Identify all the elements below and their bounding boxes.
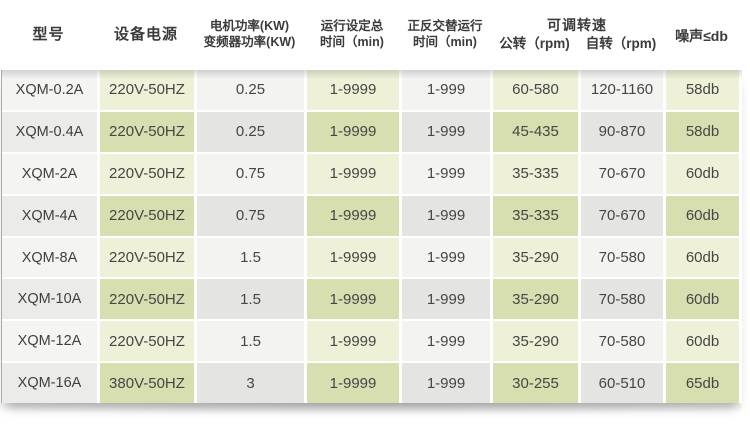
cell-rotation: 70-580 [581, 279, 663, 320]
header-alt-run-line2: 时间（min) [413, 35, 477, 49]
cell-power-supply: 380V-50HZ [100, 363, 194, 404]
cell-motor-power: 0.25 [197, 111, 304, 152]
cell-rotation: 70-580 [581, 321, 663, 362]
cell-revolution: 35-335 [493, 153, 578, 194]
cell-power-supply: 220V-50HZ [100, 195, 194, 236]
cell-alt-run-time: 1-999 [402, 237, 490, 278]
cell-noise: 65db [666, 363, 739, 404]
header-noise: 噪声≤db [675, 28, 728, 44]
cell-rotation: 90-870 [581, 111, 663, 152]
cell-model: XQM-8A [2, 237, 97, 278]
cell-rotation: 70-670 [581, 195, 663, 236]
cell-rotation: 70-580 [581, 237, 663, 278]
cell-run-time: 1-9999 [307, 279, 399, 320]
cell-model: XQM-4A [2, 195, 97, 236]
cell-rotation: 60-510 [581, 363, 663, 404]
cell-revolution: 35-290 [493, 237, 578, 278]
cell-motor-power: 1.5 [197, 237, 304, 278]
cell-power-supply: 220V-50HZ [100, 153, 194, 194]
cell-model: XQM-10A [2, 279, 97, 320]
cell-motor-power: 3 [197, 363, 304, 404]
table-header-row: 型号 设备电源 电机功率(KW) 变频器功率(KW) 运行设定总 时间（min)… [1, 0, 742, 70]
cell-revolution: 35-290 [493, 321, 578, 362]
cell-model: XQM-2A [2, 153, 97, 194]
cell-power-supply: 220V-50HZ [100, 321, 194, 362]
cell-power-supply: 220V-50HZ [100, 70, 194, 110]
cell-revolution: 30-255 [493, 363, 578, 404]
cell-model: XQM-12A [2, 321, 97, 362]
table-drop-shadow [0, 403, 741, 429]
header-motor-power-line2: 变频器功率(KW) [203, 35, 296, 49]
header-run-time-line2: 时间（min) [320, 35, 384, 49]
cell-noise: 60db [666, 237, 739, 278]
cell-model: XQM-16A [2, 363, 97, 404]
header-run-time-line1: 运行设定总 [320, 19, 384, 34]
cell-rotation: 70-670 [581, 153, 663, 194]
cell-motor-power: 0.75 [197, 195, 304, 236]
cell-model: XQM-0.2A [2, 70, 97, 110]
cell-alt-run-time: 1-999 [402, 111, 490, 152]
header-run-time: 运行设定总 时间（min) [306, 19, 398, 50]
cell-run-time: 1-9999 [307, 363, 399, 404]
cell-run-time: 1-9999 [307, 237, 399, 278]
cell-run-time: 1-9999 [307, 321, 399, 362]
cell-run-time: 1-9999 [307, 195, 399, 236]
header-power-supply: 设备电源 [113, 25, 178, 43]
cell-noise: 60db [666, 279, 739, 320]
spec-table: 型号 设备电源 电机功率(KW) 变频器功率(KW) 运行设定总 时间（min)… [1, 0, 742, 404]
header-adjustable-speed: 可调转速 公转（rpm) 自转（rpm) [492, 17, 662, 53]
cell-noise: 58db [666, 111, 739, 152]
cell-motor-power: 0.25 [197, 70, 304, 110]
cell-revolution: 45-435 [493, 111, 578, 152]
cell-rotation: 120-1160 [581, 70, 663, 110]
cell-run-time: 1-9999 [307, 153, 399, 194]
cell-run-time: 1-9999 [307, 111, 399, 152]
cell-motor-power: 1.5 [197, 279, 304, 320]
cell-revolution: 35-335 [493, 195, 578, 236]
header-revolution: 公转（rpm) [499, 36, 570, 52]
cell-noise: 60db [666, 195, 739, 236]
cell-noise: 60db [666, 153, 739, 194]
cell-power-supply: 220V-50HZ [100, 279, 194, 320]
header-alt-run-line1: 正反交替运行 [407, 19, 483, 34]
cell-motor-power: 1.5 [197, 321, 304, 362]
header-model: 型号 [32, 25, 65, 43]
cell-run-time: 1-9999 [307, 70, 399, 110]
cell-noise: 60db [666, 321, 739, 362]
cell-noise: 58db [666, 70, 739, 110]
cell-alt-run-time: 1-999 [402, 363, 490, 404]
cell-alt-run-time: 1-999 [402, 195, 490, 236]
cell-alt-run-time: 1-999 [402, 153, 490, 194]
cell-motor-power: 0.75 [197, 153, 304, 194]
cell-alt-run-time: 1-999 [402, 279, 490, 320]
header-adjustable-speed-title: 可调转速 [547, 16, 607, 33]
header-alt-run-time: 正反交替运行 时间（min) [401, 19, 489, 50]
cell-revolution: 60-580 [493, 70, 578, 110]
cell-power-supply: 220V-50HZ [100, 111, 194, 152]
header-rotation: 自转（rpm) [585, 36, 657, 52]
cell-revolution: 35-290 [493, 279, 578, 320]
cell-power-supply: 220V-50HZ [100, 237, 194, 278]
cell-alt-run-time: 1-999 [402, 321, 490, 362]
cell-model: XQM-0.4A [2, 111, 97, 152]
header-motor-power: 电机功率(KW) 变频器功率(KW) [196, 19, 303, 50]
table-body: XQM-0.2A 220V-50HZ 0.25 1-9999 1-999 60-580 12… [1, 70, 742, 404]
header-motor-power-line1: 电机功率(KW) [209, 19, 290, 34]
cell-alt-run-time: 1-999 [402, 70, 490, 110]
